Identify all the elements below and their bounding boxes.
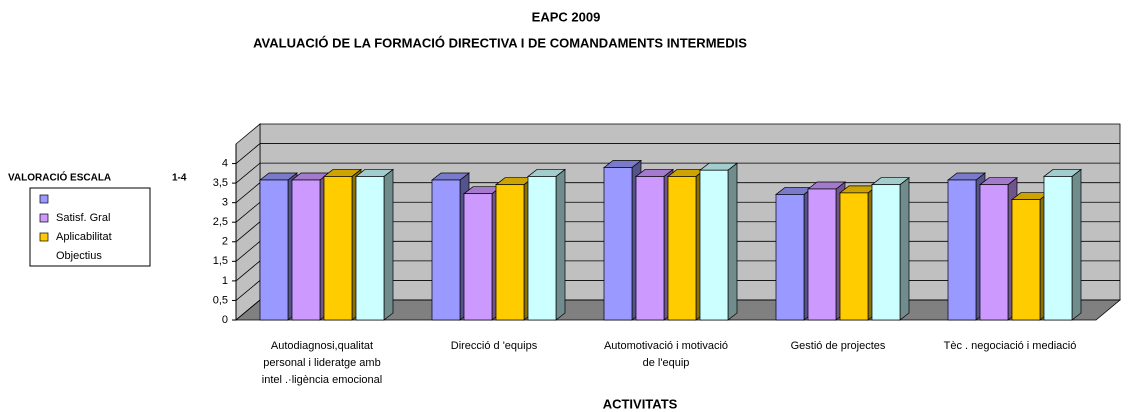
x-tick-label: de l'equip <box>643 357 690 369</box>
y-tick-label: 3 <box>222 197 228 209</box>
bar <box>431 179 461 321</box>
y-tick-label: 3,5 <box>213 177 228 189</box>
legend-label: Satisf. Gral <box>56 212 110 224</box>
bar-side <box>555 168 566 321</box>
bar <box>355 176 385 321</box>
x-tick-label: Autodiagnosi,qualitat <box>271 340 373 352</box>
y-tick-label: 0 <box>222 314 228 326</box>
bar <box>635 176 665 321</box>
x-tick-label: Tèc . negociació i mediació <box>944 340 1077 352</box>
bar <box>807 188 837 321</box>
legend-swatch <box>39 232 49 242</box>
y-tick-label: 0,5 <box>213 294 228 306</box>
legend-swatch <box>39 213 49 223</box>
bar <box>699 169 729 321</box>
bar-side <box>727 162 738 321</box>
bar <box>775 194 805 321</box>
bar <box>527 176 557 321</box>
bar <box>259 179 289 321</box>
grid-line <box>235 143 1120 164</box>
legend-label: Objectius <box>56 250 102 262</box>
bar <box>291 179 321 321</box>
y-tick-label: 1 <box>222 275 228 287</box>
y-axis-label: 1-4 <box>172 173 187 184</box>
bar <box>667 176 697 321</box>
bar <box>871 184 901 321</box>
x-tick-label: Gestió de projectes <box>791 340 886 352</box>
y-tick-label: 1,5 <box>213 255 228 267</box>
legend-label: Aplicabilitat <box>56 231 112 243</box>
y-axis-label: VALORACIÓ ESCALA <box>8 171 111 184</box>
legend-swatch <box>39 194 49 204</box>
y-tick-label: 2 <box>222 236 228 248</box>
grid-line <box>235 162 1120 184</box>
bar <box>1043 176 1073 321</box>
x-tick-label: Direcció d 'equips <box>451 340 538 352</box>
x-tick-label: personal i lideratge amb <box>263 357 380 369</box>
y-tick-label: 2,5 <box>213 216 228 228</box>
x-axis-label: ACTIVITATS <box>603 396 678 411</box>
bar-side <box>383 168 394 321</box>
bar <box>495 184 525 321</box>
y-tick-label: 4 <box>222 157 228 169</box>
bar <box>839 192 869 321</box>
bar-side <box>899 176 910 321</box>
bar-side <box>1071 168 1082 321</box>
legend-box <box>29 187 151 267</box>
bar <box>979 184 1009 321</box>
bar <box>323 176 353 321</box>
x-tick-label: intel .·ligència emocional <box>262 374 382 386</box>
bar <box>603 167 633 321</box>
x-tick-label: Automotivació i motivació <box>604 340 728 352</box>
chart-title: EAPC 2009 <box>532 9 601 24</box>
chart-subtitle: AVALUACIÓ DE LA FORMACIÓ DIRECTIVA I DE … <box>253 35 747 50</box>
bar <box>463 193 493 321</box>
bar <box>947 179 977 321</box>
bar <box>1011 199 1041 321</box>
